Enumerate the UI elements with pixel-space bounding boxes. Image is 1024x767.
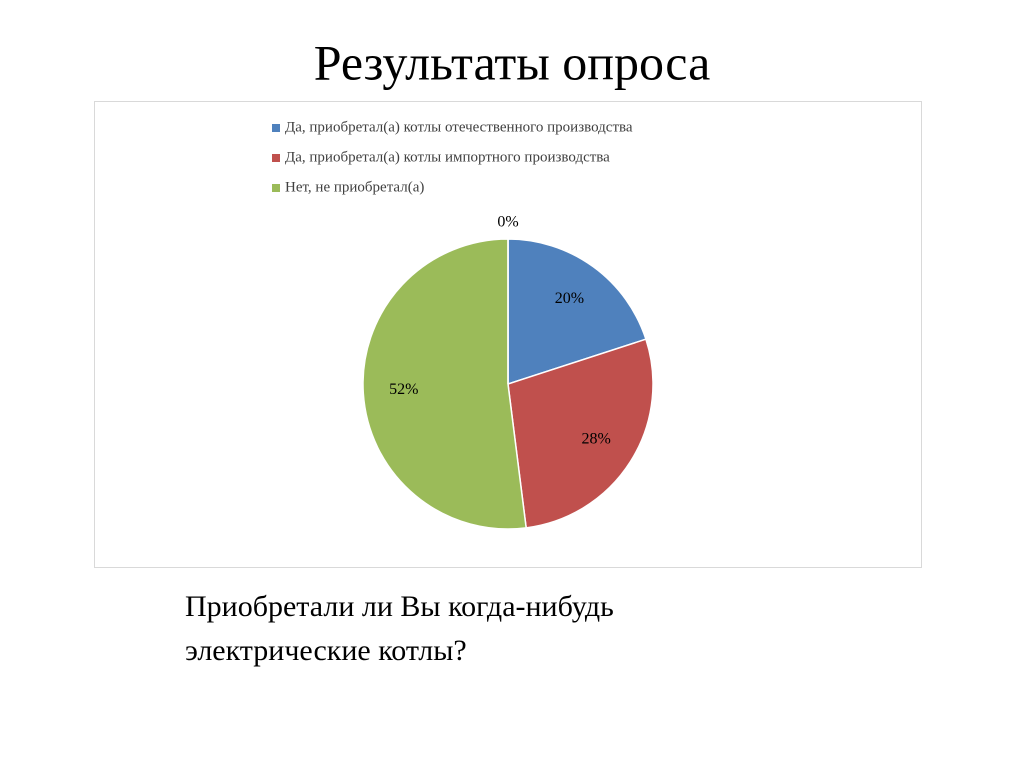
legend-swatch (272, 184, 280, 192)
legend-label: Нет, не приобретал(а) (285, 179, 424, 195)
legend-label: Да, приобретал(а) котлы импортного произ… (285, 149, 610, 165)
pie-slice (507, 238, 647, 386)
pie-slice (362, 238, 528, 530)
data-label: 28% (581, 431, 610, 448)
data-label: 20% (555, 290, 584, 307)
data-label: 52% (389, 381, 418, 398)
chart-title: Результаты опроса (314, 34, 711, 90)
legend-label: Да, приобретал(а) котлы отечественного п… (285, 119, 633, 135)
legend-swatch (272, 124, 280, 132)
caption: Приобретали ли Вы когда-нибудь электриче… (185, 590, 614, 667)
data-label: 0% (497, 214, 518, 231)
legend-swatch (272, 154, 280, 162)
pie-slice (507, 338, 654, 529)
